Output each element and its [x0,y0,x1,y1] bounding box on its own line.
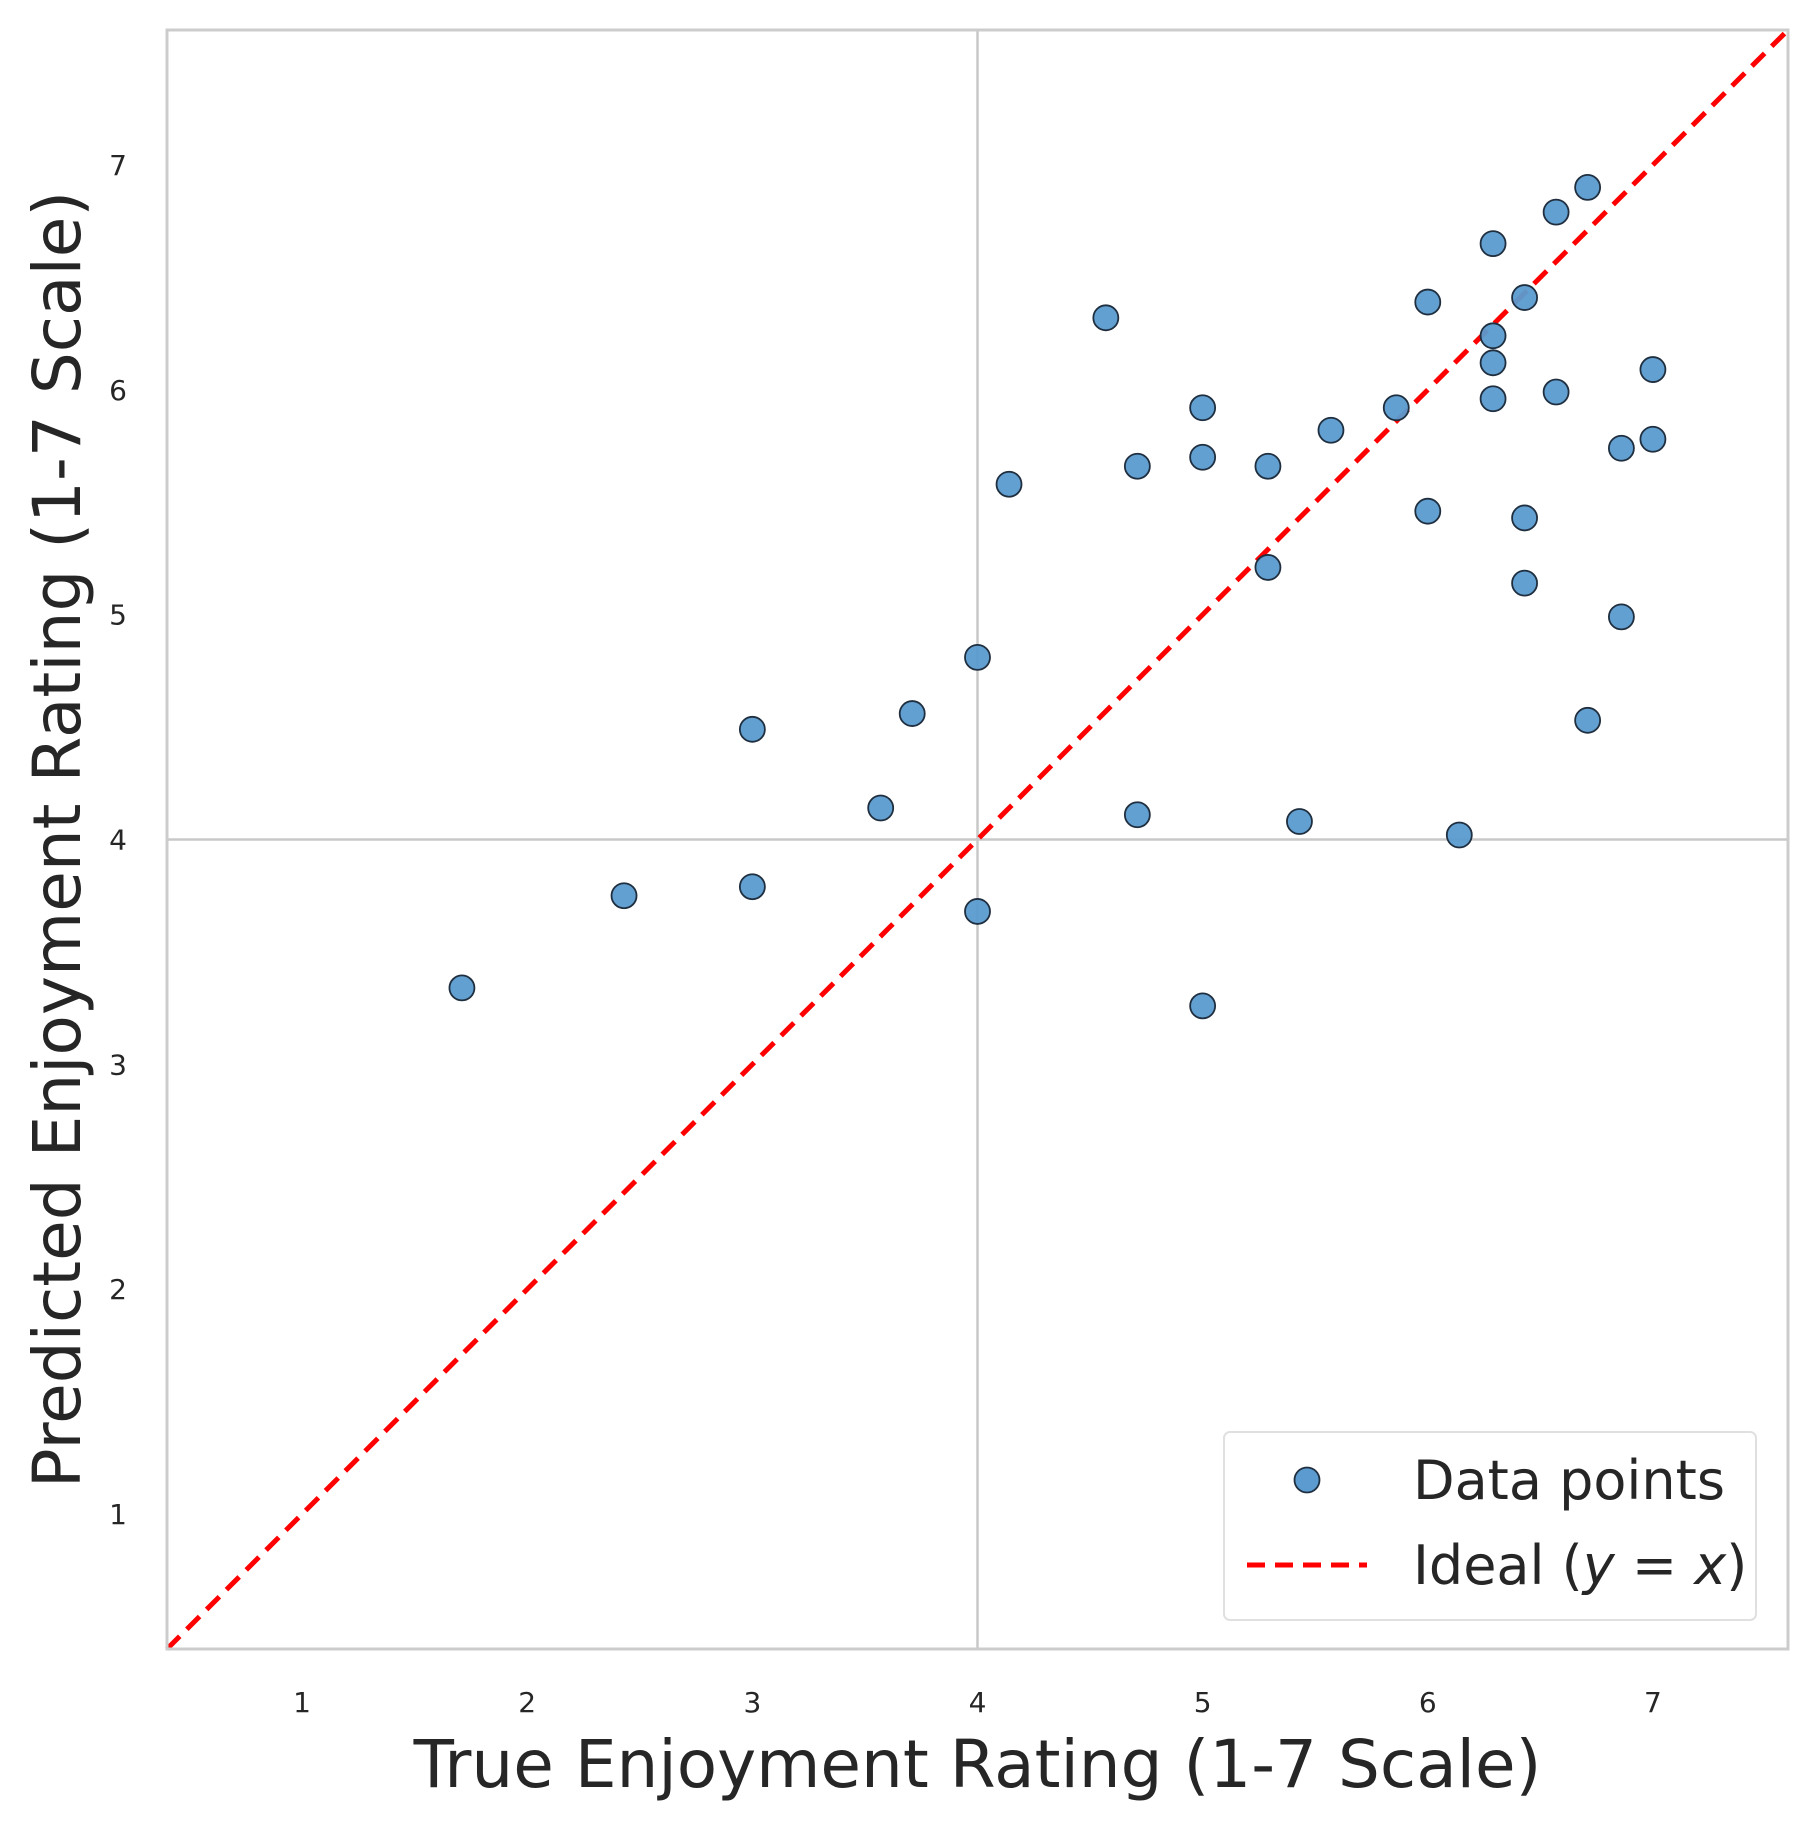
x-tick-label: 5 [1194,1686,1212,1719]
legend-marker-data-points [1293,1466,1321,1494]
data-point-10 [1092,304,1120,332]
center-grid-lines [167,30,1788,1649]
data-point-19 [1317,416,1345,444]
data-point-32 [1542,378,1570,406]
data-point-7 [964,643,991,671]
x-tick-label: 1 [293,1686,311,1719]
data-point-20 [1382,394,1410,422]
y-tick-label: 1 [109,1498,127,1531]
y-tick-label: 7 [109,149,127,182]
data-point-25 [1479,322,1507,350]
data-point-22 [1414,497,1442,525]
data-point-1 [448,974,476,1002]
data-point-17 [1254,554,1282,581]
legend-ideal-math: y = x [1581,1534,1728,1597]
data-point-30 [1511,569,1538,597]
data-point-9 [995,470,1023,498]
data-point-13 [1189,394,1217,422]
data-point-33 [1574,174,1602,201]
data-point-31 [1542,198,1570,226]
legend-ideal-suffix: ) [1726,1534,1747,1597]
x-tick-label: 3 [743,1686,761,1719]
data-point-35 [1607,434,1635,462]
x-tick-labels: 1 2 3 4 5 6 7 [293,1686,1662,1719]
data-point-8 [964,898,991,925]
y-tick-labels: 1 2 3 4 5 6 7 [109,149,127,1531]
y-tick-label: 6 [109,374,127,407]
y-tick-label: 5 [109,599,127,632]
data-point-4 [738,715,766,743]
data-point-5 [867,794,895,822]
data-point-24 [1479,230,1507,258]
data-point-29 [1511,504,1538,532]
data-point-36 [1607,603,1635,631]
data-point-28 [1511,284,1538,311]
plot-frame [165,28,1790,1651]
legend-label-ideal: Ideal (y = x) [1413,1534,1747,1597]
y-tick-label: 3 [109,1048,127,1081]
data-point-34 [1574,706,1602,734]
data-point-6 [898,700,926,727]
data-point-38 [1639,425,1667,453]
data-points [448,174,1667,1020]
data-point-37 [1639,356,1667,383]
legend: Data points Ideal (y = x) [1223,1431,1757,1621]
data-point-3 [738,873,766,901]
x-axis-label: True Enjoyment Rating (1-7 Scale) [413,1726,1542,1803]
legend-label-data-points: Data points [1413,1449,1725,1512]
data-point-21 [1414,288,1442,316]
legend-ideal-prefix: Ideal ( [1413,1534,1583,1597]
data-point-11 [1123,452,1151,480]
data-point-18 [1286,808,1313,835]
legend-box [1223,1431,1757,1621]
y-axis-label: Predicted Enjoyment Rating (1-7 Scale) [19,191,96,1488]
x-tick-label: 6 [1419,1686,1437,1719]
data-point-14 [1189,443,1217,471]
data-point-26 [1479,349,1507,377]
data-point-12 [1123,801,1151,829]
data-point-16 [1254,452,1282,480]
x-tick-label: 7 [1644,1686,1662,1719]
data-point-2 [610,882,638,910]
y-tick-label: 4 [109,824,127,857]
data-point-23 [1445,821,1473,849]
x-tick-label: 2 [518,1686,536,1719]
data-point-15 [1189,992,1217,1020]
y-tick-label: 2 [109,1273,127,1306]
data-point-27 [1479,385,1507,413]
x-tick-label: 4 [969,1686,987,1719]
